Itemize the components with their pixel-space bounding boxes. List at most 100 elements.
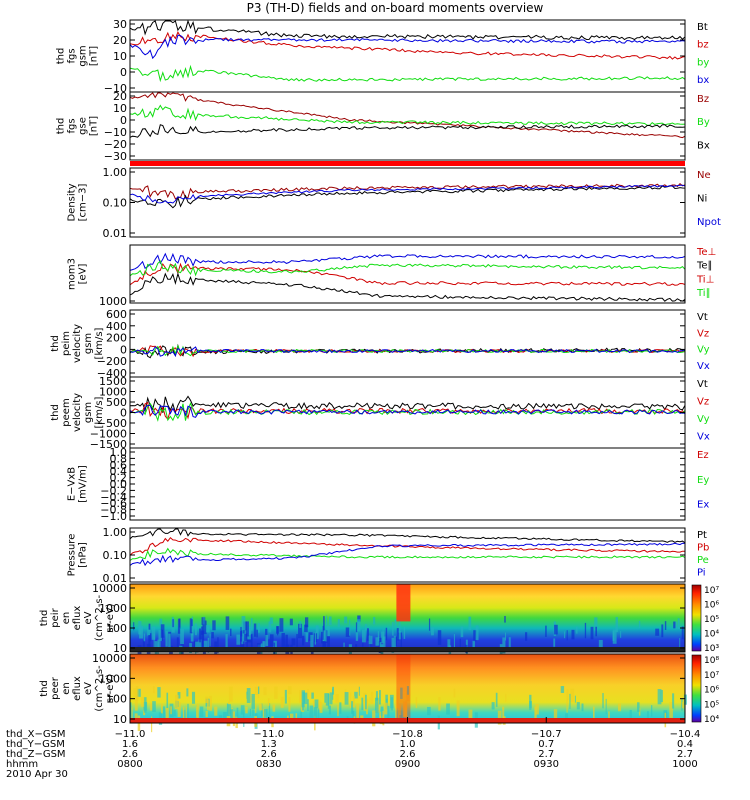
spectrogram-streak xyxy=(209,695,212,711)
x-axis-value: −11.0 xyxy=(115,729,146,740)
legend-entry: Ti⊥ xyxy=(696,274,714,285)
panel-frame xyxy=(129,309,686,378)
spectrogram-streak xyxy=(602,693,604,709)
y-axis-label-line: E−VxB xyxy=(67,467,78,501)
spectrogram-streak xyxy=(566,630,568,641)
y-axis-label-line: thd xyxy=(39,610,50,627)
legend-entry: bx xyxy=(697,75,709,86)
spectrogram-streak xyxy=(151,716,153,733)
spectrogram-streak xyxy=(453,634,455,649)
x-row-label: hhmm xyxy=(6,759,38,770)
y-axis-label-line: gsm xyxy=(83,402,94,423)
spectrogram-streak xyxy=(322,630,327,642)
spectrogram-streak xyxy=(396,628,400,641)
series-vx-line xyxy=(129,346,686,357)
y-axis-label-line: thd xyxy=(50,404,61,421)
spectrogram-streak xyxy=(394,619,397,628)
legend-entry: Bx xyxy=(697,140,710,151)
y-axis-label-line: peer xyxy=(50,676,61,700)
x-axis-value: 2.7 xyxy=(538,749,554,760)
spectrogram-streak xyxy=(660,690,663,703)
spectrogram-streak xyxy=(651,705,653,717)
series-ti-line xyxy=(129,252,686,271)
spectrogram-streak xyxy=(285,634,288,651)
y-tick-label: 200 xyxy=(106,332,127,345)
spectrogram-streak xyxy=(391,637,395,653)
spectrogram-streak xyxy=(185,706,187,719)
spectrogram-streak xyxy=(228,686,233,702)
spectrogram-streak xyxy=(397,631,402,640)
spectrogram-streak xyxy=(299,621,302,628)
series-ni-line xyxy=(129,185,686,209)
panel-9: 10⁷10⁶10⁵10⁴10³10000100010010thdpeirenef… xyxy=(39,582,719,662)
spectrogram-streak xyxy=(574,695,576,703)
spectrogram-streak xyxy=(165,707,169,719)
spectrogram-streak xyxy=(504,615,506,623)
spectrogram-streak xyxy=(257,623,260,633)
y-axis-label-line: eV xyxy=(83,682,94,695)
legend-entry: Ez xyxy=(697,450,709,461)
spectrogram-streak xyxy=(212,620,216,631)
y-tick-label: 20 xyxy=(113,34,127,47)
spectrogram-streak xyxy=(288,686,292,695)
spectrogram-streak xyxy=(291,638,296,646)
spectrogram-streak xyxy=(453,688,456,698)
spectrogram-streak xyxy=(298,623,303,639)
legend-entry: bz xyxy=(697,40,709,51)
y-tick-label: 0 xyxy=(120,407,127,420)
spectrogram-streak xyxy=(615,617,618,633)
y-tick-label: 10 xyxy=(113,713,127,726)
y-tick-label: 0.8 xyxy=(110,452,128,465)
spectrogram-streak xyxy=(207,637,210,653)
spectrogram-streak xyxy=(162,706,166,722)
spectrogram-streak xyxy=(196,703,199,718)
spectrogram-streak xyxy=(225,616,230,630)
y-tick-label: −0.4 xyxy=(100,491,127,504)
spectrogram-streak xyxy=(302,635,305,646)
spectrogram-streak xyxy=(246,632,248,649)
legend-entry: Bz xyxy=(697,94,709,105)
spectrogram-streak xyxy=(259,703,263,711)
series-vz-line xyxy=(129,401,686,421)
x-axis-value: 1000 xyxy=(672,759,697,770)
spectrogram-streak xyxy=(241,616,246,631)
y-tick-label: 0.4 xyxy=(110,465,128,478)
spectrogram-streak xyxy=(143,701,148,711)
spectrogram-streak xyxy=(682,701,684,709)
spectrogram-streak xyxy=(148,623,151,630)
spectrogram-streak xyxy=(227,704,231,715)
y-axis-label-line: [mV/m] xyxy=(78,465,89,503)
spectrogram-streak xyxy=(344,616,348,624)
spectrogram-streak xyxy=(254,686,259,695)
spectrogram-streak xyxy=(255,704,257,714)
spectrogram-streak xyxy=(203,616,205,625)
plot-title: P3 (TH-D) fields and on-board moments ov… xyxy=(247,1,544,15)
legend-entry: Bt xyxy=(697,22,708,33)
spectrogram-streak xyxy=(250,618,253,631)
y-axis-label-line: en xyxy=(61,612,72,625)
spectrogram-streak xyxy=(176,637,179,651)
y-axis-label: Density[cm−3] xyxy=(67,183,89,221)
spectrogram-streak xyxy=(268,639,270,653)
y-axis-label-line: Pressure xyxy=(67,534,78,577)
spectrogram-streak xyxy=(190,633,194,642)
spectrogram-streak xyxy=(553,638,556,647)
x-axis-value: −11.0 xyxy=(253,729,284,740)
spectrogram-streak xyxy=(473,630,477,642)
spectrogram-streak xyxy=(366,698,369,706)
y-axis-label-line: [km/s] xyxy=(94,327,105,359)
spectrogram-streak xyxy=(335,694,339,703)
spectrogram-streak xyxy=(545,625,547,637)
spectrogram-streak xyxy=(380,706,384,722)
spectrogram-streak xyxy=(323,616,325,632)
x-axis-value: −10.7 xyxy=(531,729,562,740)
spectrogram-streak xyxy=(535,703,539,715)
y-axis-label-line: fgs xyxy=(67,118,78,133)
legend-entry: Pi xyxy=(697,568,706,579)
y-tick-label: −0.6 xyxy=(100,497,127,510)
colorbar-tick-label: 10⁶ xyxy=(704,601,719,611)
panel-frame xyxy=(129,167,686,238)
spectrogram-streak xyxy=(134,698,138,711)
